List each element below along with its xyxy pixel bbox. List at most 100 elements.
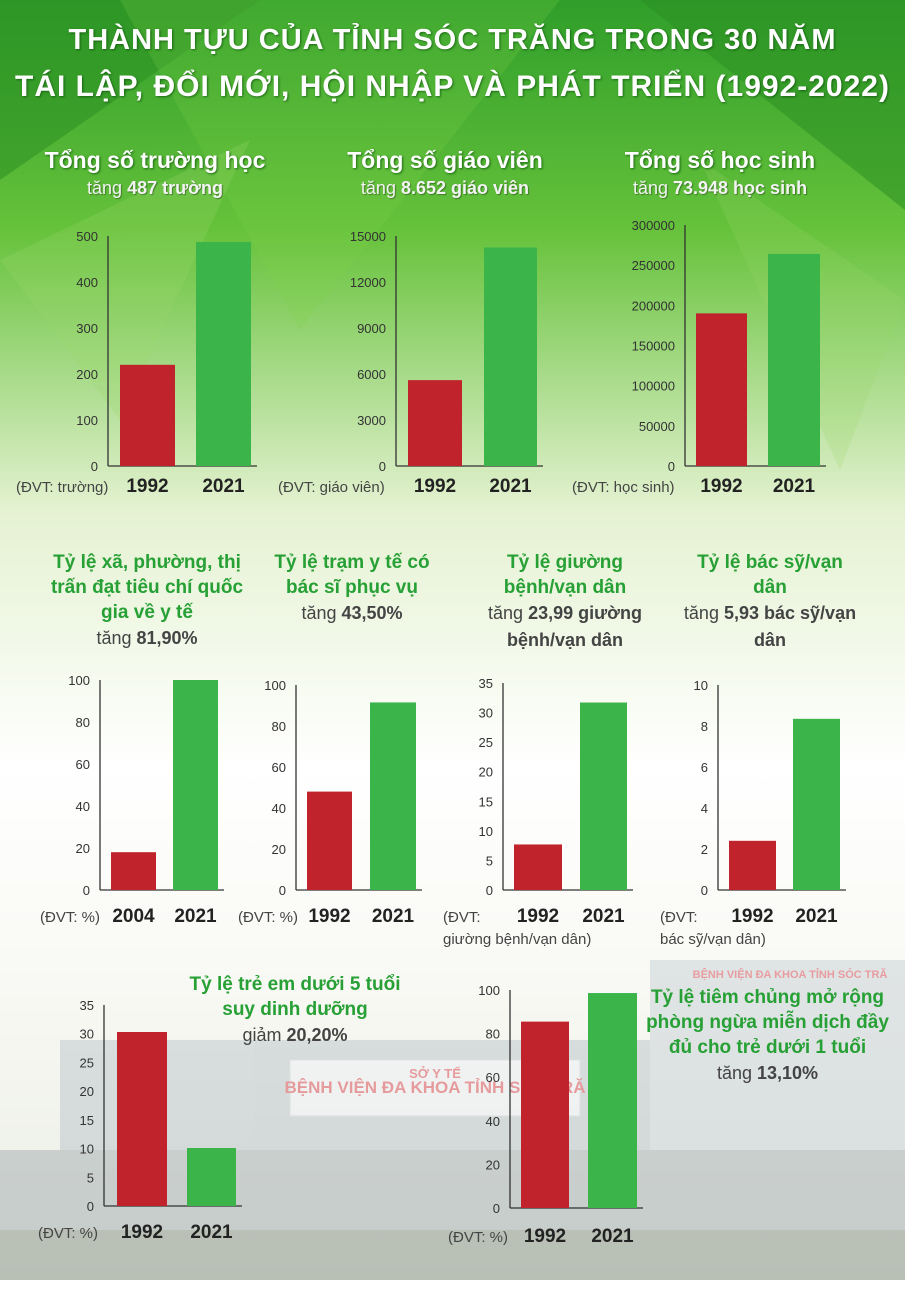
y-tick-label: 60 [272,760,286,775]
section-hospital-beds: Tỷ lệ giường bệnh/vạn dân tăng 23,99 giư… [470,550,660,654]
bar-2021 [173,680,218,890]
bar-1992 [729,840,776,890]
unit-label: (ĐVT: giáo viên) [278,479,385,496]
y-tick-label: 300 [76,321,98,336]
bar-1992 [696,313,747,466]
x-category-label: 2021 [372,906,415,927]
y-tick-label: 0 [279,883,286,898]
y-tick-label: 25 [80,1055,94,1070]
unit-label: (ĐVT: %) [238,909,298,926]
y-tick-label: 15 [479,794,493,809]
y-tick-label: 15000 [350,229,386,244]
chart-students: 0 50000 100000 150000 200000 250000 300000 1992… [572,218,826,497]
unit-label: (ĐVT: [660,909,698,926]
x-category-label: 1992 [121,1222,163,1243]
unit-label: (ĐVT: học sinh) [572,479,675,496]
y-tick-label: 10 [479,824,493,839]
note-value: 73.948 học sinh [673,178,808,198]
section-title: Tỷ lệ xã, phường, thị trấn đạt tiêu chí … [50,552,244,623]
y-tick-label: 100 [76,413,98,428]
note-value: 20,20% [286,1025,348,1045]
chart-commune-health: 0 20 40 60 80 100 2004 2021 (ĐVT: %) [40,673,224,927]
bar-1992 [514,844,562,890]
note-prefix: tăng [301,603,337,623]
y-tick-label: 30 [479,706,493,721]
y-tick-label: 40 [272,801,286,816]
y-tick-label: 100000 [632,379,675,394]
x-category-label: 1992 [126,476,168,497]
chart-doctors: 0 2 4 6 8 10 1992 2021 (ĐVT: bác sỹ/vạn dân) [660,678,846,948]
x-category-label: 2021 [202,476,245,497]
y-tick-label: 35 [479,676,493,691]
chart-doctor-stations: 0 20 40 60 80 100 1992 2021 (ĐVT: %) [238,678,422,927]
note-prefix: giảm [242,1025,282,1045]
y-tick-label: 2 [701,842,708,857]
unit-label: (ĐVT: [443,909,481,926]
y-tick-label: 15 [80,1113,94,1128]
bar-2004 [111,852,156,890]
y-tick-label: 6 [701,760,708,775]
unit-label: (ĐVT: %) [38,1225,98,1242]
y-tick-label: 0 [83,883,90,898]
x-category-label: 2021 [174,906,217,927]
x-category-label: 2004 [112,906,155,927]
unit-label-cont: giường bệnh/vạn dân) [443,931,591,948]
y-tick-label: 4 [701,801,708,816]
y-tick-label: 5 [486,853,493,868]
section-title: Tỷ lệ tiêm chủng mở rộng phòng ngừa miễn… [646,987,889,1058]
y-tick-label: 60 [76,757,90,772]
y-tick-label: 10 [694,678,708,693]
y-tick-label: 100 [264,678,286,693]
section-vaccination: Tỷ lệ tiêm chủng mở rộng phòng ngừa miễn… [645,985,890,1087]
note-value: 8.652 giáo viên [400,178,530,198]
bar-2021 [768,253,820,466]
section-title: Tổng số trường học [44,147,266,173]
x-category-label: 1992 [731,906,773,927]
x-category-label: 2021 [591,1226,634,1247]
y-tick-label: 500 [76,229,98,244]
y-tick-label: 0 [91,459,98,474]
x-category-label: 1992 [524,1226,566,1247]
y-tick-label: 50000 [639,419,675,434]
y-tick-label: 25 [479,735,493,750]
y-tick-label: 9000 [357,321,386,336]
bar-1992 [521,1021,569,1208]
section-title: Tỷ lệ bác sỹ/vạn dân [697,552,843,598]
y-tick-label: 0 [87,1199,94,1214]
section-doctor-stations: Tỷ lệ trạm y tế có bác sĩ phục vụ tăng 4… [262,550,442,627]
y-tick-label: 100 [68,673,90,688]
section-title: Tỷ lệ giường bệnh/vạn dân [503,552,627,598]
y-tick-label: 400 [76,275,98,290]
y-tick-label: 35 [80,998,94,1013]
unit-label: (ĐVT: %) [40,909,100,926]
y-tick-label: 40 [76,799,90,814]
y-tick-label: 200000 [632,298,675,313]
section-teachers: Tổng số giáo viên tăng 8.652 giáo viên [315,146,575,202]
section-schools: Tổng số trường học tăng 487 trường [30,146,280,202]
unit-label: (ĐVT: %) [448,1229,508,1246]
y-tick-label: 5 [87,1170,94,1185]
page-title-line1: THÀNH TỰU CỦA TỈNH SÓC TRĂNG TRONG 30 NĂ… [68,24,837,56]
photo-sign-2: BỆNH VIỆN ĐA KHOA TỈNH SÓC TRĂ [693,968,888,981]
bar-2021 [588,993,637,1208]
x-category-label: 2021 [795,906,838,927]
chart-schools: 0 100 200 300 400 500 1992 2021 (ĐVT: trường) [16,229,257,497]
y-tick-label: 3000 [357,413,386,428]
photo-sign-3: SỞ Y TẾ [409,1066,461,1081]
y-tick-label: 0 [668,459,675,474]
y-tick-label: 300000 [632,218,675,233]
chart-hospital-beds: 0 5 10 15 20 25 30 35 1992 2021 (ĐVT: giường bệnh/v… [443,676,633,948]
unit-label: (ĐVT: trường) [16,479,108,496]
bar-2021 [187,1147,236,1206]
y-tick-label: 0 [379,459,386,474]
note-prefix: tăng [488,603,524,623]
y-tick-label: 20 [486,1157,500,1172]
y-tick-label: 20 [272,842,286,857]
section-title: Tỷ lệ trạm y tế có bác sĩ phục vụ [274,552,430,598]
y-tick-label: 20 [80,1084,94,1099]
note-prefix: tăng [96,628,132,648]
x-category-label: 2021 [489,476,532,497]
bar-2021 [484,247,537,466]
